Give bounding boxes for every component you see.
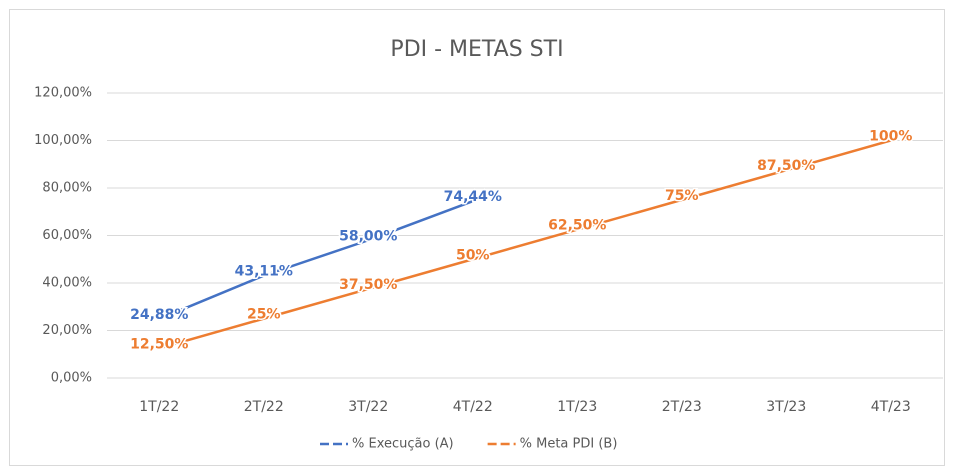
x-tick-label: 1T/23 — [557, 399, 597, 415]
series-line — [158, 199, 474, 321]
chart-title: PDI - METAS STI — [390, 37, 563, 62]
y-tick-label: 20,00% — [42, 323, 92, 338]
data-label: 87,50% — [757, 158, 815, 174]
data-label: 43,11% — [235, 264, 293, 280]
x-tick-label: 2T/22 — [244, 399, 284, 415]
legend-label: % Meta PDI (B) — [520, 437, 618, 452]
y-tick-label: 120,00% — [34, 86, 92, 101]
chart-border — [9, 9, 945, 466]
x-tick-label: 4T/22 — [453, 399, 493, 415]
x-tick-label: 3T/23 — [766, 399, 806, 415]
legend-label: % Execução (A) — [352, 437, 454, 452]
x-tick-label: 2T/23 — [662, 399, 702, 415]
data-label: 74,44% — [444, 189, 502, 205]
data-label: 25% — [247, 307, 281, 323]
y-tick-label: 60,00% — [42, 228, 92, 243]
data-label: 37,50% — [339, 277, 397, 293]
x-tick-label: 3T/22 — [348, 399, 388, 415]
data-label: 62,50% — [548, 218, 606, 234]
y-tick-label: 100,00% — [34, 133, 92, 148]
x-tick-label: 1T/22 — [139, 399, 179, 415]
data-label: 24,88% — [130, 307, 188, 323]
y-tick-label: 80,00% — [42, 181, 92, 196]
y-tick-label: 0,00% — [51, 371, 92, 386]
data-label: 50% — [456, 247, 490, 263]
data-label: 58,00% — [339, 228, 397, 244]
data-label: 12,50% — [130, 336, 188, 352]
series-line — [158, 139, 892, 350]
data-label: 75% — [665, 188, 699, 204]
x-tick-label: 4T/23 — [871, 399, 911, 415]
y-tick-label: 40,00% — [42, 276, 92, 291]
data-label: 100% — [869, 129, 912, 145]
